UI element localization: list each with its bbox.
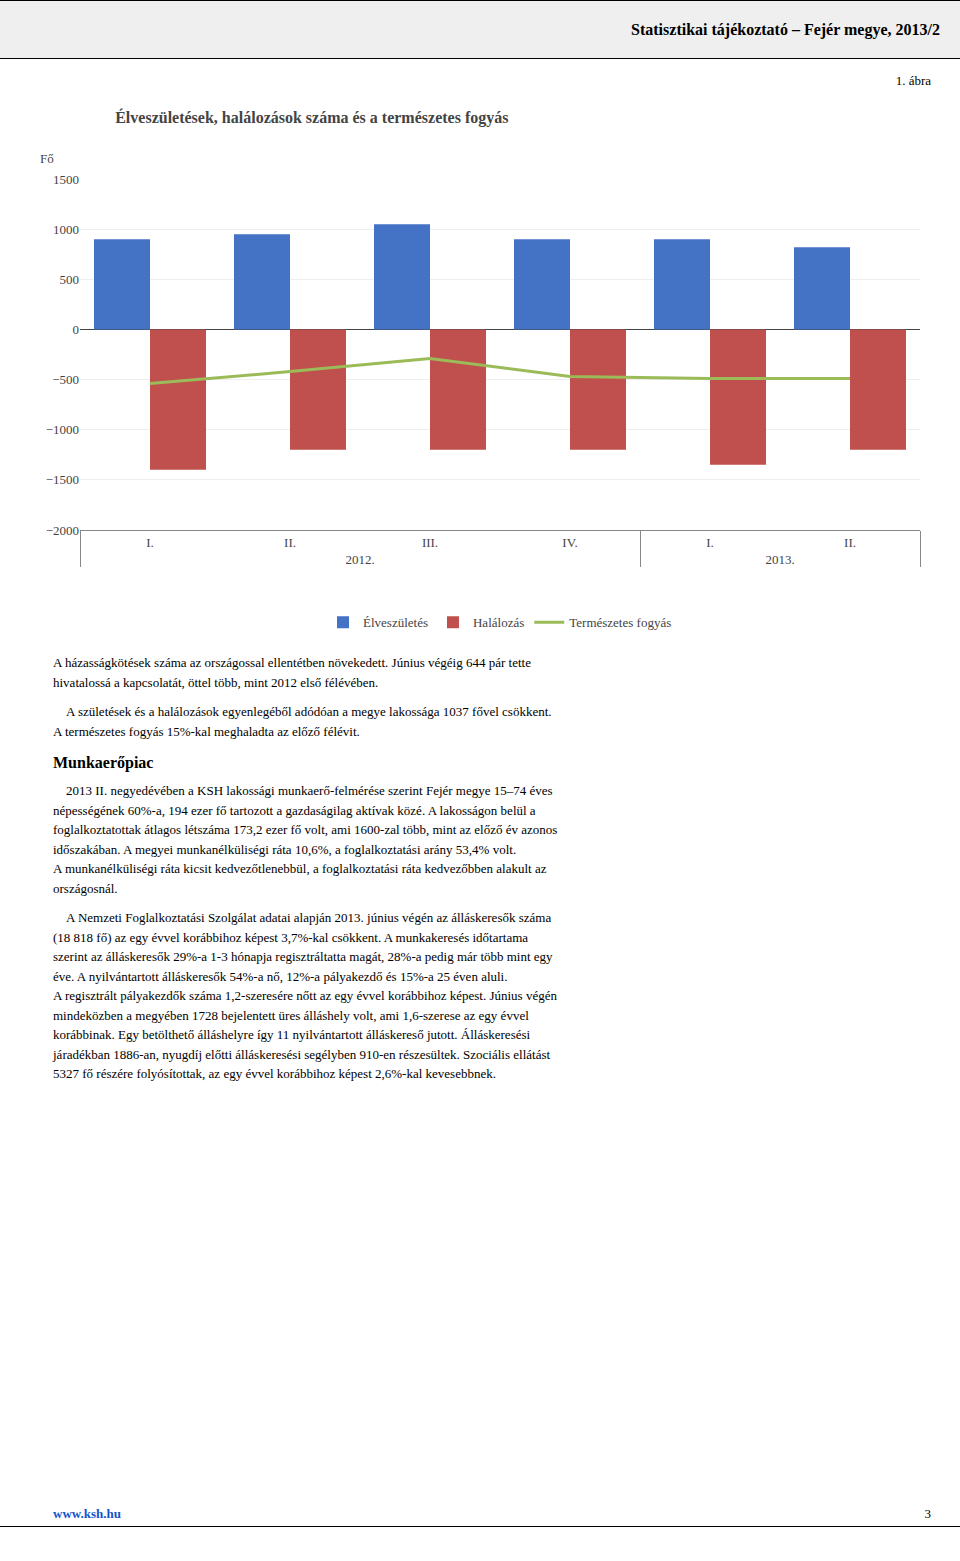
svg-text:I.: I. <box>706 535 714 550</box>
html-text:1. ábra: 1. ábra <box>895 73 931 88</box>
html-text:A születések és a halálozások: A születések és a halálozások egyenlegéb… <box>53 704 552 739</box>
svg-text:Fő: Fő <box>40 151 54 166</box>
html-text:www.ksh.hu: www.ksh.hu <box>53 1506 121 1521</box>
svg-text:III.: III. <box>422 535 438 550</box>
svg-text:II.: II. <box>844 535 856 550</box>
html-text:A házasságkötések száma az ors: A házasságkötések száma az országossal e… <box>53 655 531 690</box>
svg-text:−500: −500 <box>52 372 79 387</box>
svg-text:Halálozás: Halálozás <box>473 615 524 630</box>
svg-text:Élveszületés: Élveszületés <box>363 615 428 630</box>
html-text:A Nemzeti Foglalkoztatási Szol: A Nemzeti Foglalkoztatási Szolgálat adat… <box>53 910 557 1081</box>
svg-text:Élveszületések, halálozások sz: Élveszületések, halálozások száma és a t… <box>115 108 508 127</box>
svg-text:1500: 1500 <box>53 172 79 187</box>
svg-text:II.: II. <box>284 535 296 550</box>
svg-text:Természetes fogyás: Természetes fogyás <box>569 615 671 630</box>
html-text:3: 3 <box>924 1506 931 1521</box>
svg-text:IV.: IV. <box>562 535 577 550</box>
html-text:Munkaerőpiac: Munkaerőpiac <box>53 754 154 771</box>
svg-text:0: 0 <box>73 322 80 337</box>
html-text:2013 II. negyedévében a KSH la: 2013 II. negyedévében a KSH lakossági mu… <box>53 783 558 896</box>
svg-text:−1000: −1000 <box>46 422 79 437</box>
svg-text:I.: I. <box>146 535 154 550</box>
svg-text:−2000: −2000 <box>46 523 79 538</box>
svg-text:2012.: 2012. <box>345 552 374 567</box>
svg-text:1000: 1000 <box>53 222 79 237</box>
html-text:Statisztikai tájékoztató – Fej: Statisztikai tájékoztató – Fejér megye, … <box>631 20 940 38</box>
svg-text:500: 500 <box>60 272 80 287</box>
svg-text:−1500: −1500 <box>46 472 79 487</box>
svg-text:2013.: 2013. <box>765 552 794 567</box>
